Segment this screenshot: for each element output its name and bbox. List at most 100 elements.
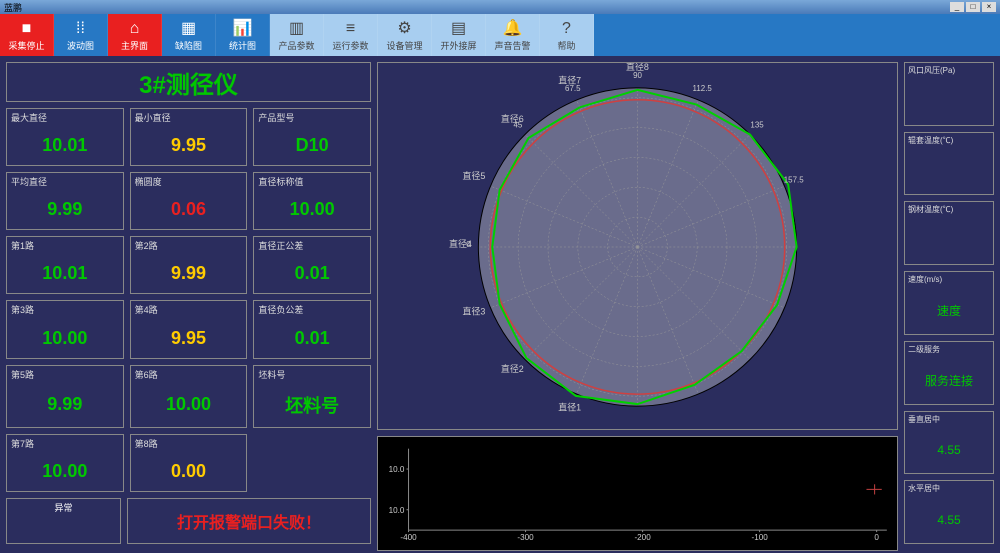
svg-text:-100: -100	[751, 533, 768, 542]
cell-value: 0.06	[131, 190, 247, 229]
measurement-cell: 坯料号坯料号	[253, 365, 371, 428]
cell-label: 第4路	[131, 301, 247, 318]
cell-value: 10.00	[7, 318, 123, 357]
measurement-cell: 直径正公差0.01	[253, 236, 371, 294]
close-button[interactable]: ×	[982, 2, 996, 12]
status-label: 辊套温度(℃)	[905, 133, 993, 148]
toolbar: ■采集停止⁞⁞波动图⌂主界面▦缺陷图📊统计图▥产品参数≡运行参数⚙设备管理▤开外…	[0, 14, 1000, 56]
cell-value: 10.00	[131, 383, 247, 427]
status-cell: 速度(m/s)速度	[904, 271, 994, 335]
ext-screen-button[interactable]: ▤开外接屏	[432, 14, 486, 56]
cell-value: 0.00	[131, 452, 247, 491]
cell-label: 第6路	[131, 366, 247, 383]
alarm-button[interactable]: 🔔声音告警	[486, 14, 540, 56]
ext-screen-button-label: 开外接屏	[440, 39, 476, 52]
measurement-cell: 产品型号D10	[253, 108, 371, 166]
measurement-cell: 第7路10.00	[6, 434, 124, 492]
measurement-cell: 第2路9.99	[130, 236, 248, 294]
status-value: 4.55	[905, 427, 993, 474]
svg-text:0: 0	[466, 240, 471, 249]
status-value	[905, 78, 993, 125]
run-param-button[interactable]: ≡运行参数	[324, 14, 378, 56]
help-button-label: 帮助	[557, 39, 575, 52]
window-titlebar: 蓝鹏 _ □ ×	[0, 0, 1000, 14]
alert-message-box: 打开报警端口失败！	[127, 498, 371, 544]
status-cell: 二级服务服务连接	[904, 341, 994, 405]
cell-label: 直径负公差	[254, 301, 370, 318]
measurement-cell: 最小直径9.95	[130, 108, 248, 166]
cell-value: 9.99	[7, 383, 123, 427]
cell-value: 10.01	[7, 126, 123, 165]
run-param-button-icon: ≡	[346, 19, 355, 39]
measurement-grid: 最大直径10.01最小直径9.95产品型号D10平均直径9.99椭圆度0.06直…	[6, 108, 371, 492]
product-param-button[interactable]: ▥产品参数	[270, 14, 324, 56]
alert-label: 异常	[50, 499, 76, 516]
defect-button[interactable]: ▦缺陷图	[162, 14, 216, 56]
polar-chart: 直径1直径2直径3直径4直径5直径6直径7直径89067.5112.545135…	[377, 62, 898, 430]
cell-value: D10	[254, 126, 370, 165]
device-title-box: 3#测径仪	[6, 62, 371, 102]
cell-label: 平均直径	[7, 173, 123, 190]
measurement-cell: 第6路10.00	[130, 365, 248, 428]
status-column: 风口风压(Pa)辊套温度(℃)钢材温度(℃)速度(m/s)速度二级服务服务连接垂…	[904, 62, 994, 544]
measurement-cell: 第3路10.00	[6, 300, 124, 358]
cell-label: 第7路	[7, 435, 123, 452]
svg-text:直径1: 直径1	[558, 402, 581, 413]
help-button[interactable]: ?帮助	[540, 14, 594, 56]
status-cell: 辊套温度(℃)	[904, 132, 994, 196]
status-value: 4.55	[905, 496, 993, 543]
device-title: 3#测径仪	[139, 65, 238, 100]
cell-value: 9.99	[7, 190, 123, 229]
minimize-button[interactable]: _	[950, 2, 964, 12]
cell-label: 第5路	[7, 366, 123, 383]
cell-label: 椭圆度	[131, 173, 247, 190]
svg-text:67.5: 67.5	[565, 84, 581, 93]
status-cell: 水平居中4.55	[904, 480, 994, 544]
cell-label: 直径正公差	[254, 237, 370, 254]
cell-value: 10.01	[7, 254, 123, 293]
cell-value: 10.00	[254, 190, 370, 229]
measurement-cell: 直径负公差0.01	[253, 300, 371, 358]
status-label: 垂直居中	[905, 412, 993, 427]
alarm-button-icon: 🔔	[503, 19, 523, 39]
device-button-label: 设备管理	[386, 39, 422, 52]
svg-text:112.5: 112.5	[693, 84, 713, 93]
home-button[interactable]: ⌂主界面	[108, 14, 162, 56]
stop-button-icon: ■	[22, 19, 32, 39]
window-title: 蓝鹏	[4, 1, 22, 14]
status-value: 服务连接	[905, 357, 993, 404]
run-param-button-label: 运行参数	[332, 39, 368, 52]
home-button-icon: ⌂	[130, 19, 140, 39]
status-value: 速度	[905, 287, 993, 334]
cell-value: 9.99	[131, 254, 247, 293]
cell-label: 坯料号	[254, 366, 370, 383]
ext-screen-button-icon: ▤	[451, 19, 466, 39]
cell-label: 最小直径	[131, 109, 247, 126]
svg-text:0: 0	[874, 533, 879, 542]
svg-text:-300: -300	[517, 533, 534, 542]
measurement-cell: 第8路0.00	[130, 434, 248, 492]
measurement-cell: 第1路10.01	[6, 236, 124, 294]
device-button[interactable]: ⚙设备管理	[378, 14, 432, 56]
measurement-cell: 椭圆度0.06	[130, 172, 248, 230]
cell-label: 产品型号	[254, 109, 370, 126]
device-button-icon: ⚙	[397, 19, 411, 39]
alarm-button-label: 声音告警	[494, 39, 530, 52]
stats-button[interactable]: 📊统计图	[216, 14, 270, 56]
svg-text:10.0: 10.0	[389, 506, 405, 515]
status-cell: 垂直居中4.55	[904, 411, 994, 475]
product-param-button-label: 产品参数	[278, 39, 314, 52]
stop-button[interactable]: ■采集停止	[0, 14, 54, 56]
product-param-button-icon: ▥	[289, 19, 304, 39]
status-value	[905, 217, 993, 264]
measurement-cell: 最大直径10.01	[6, 108, 124, 166]
svg-text:直径3: 直径3	[463, 306, 486, 317]
wave-button[interactable]: ⁞⁞波动图	[54, 14, 108, 56]
svg-text:45: 45	[514, 120, 523, 129]
svg-text:90: 90	[633, 71, 642, 80]
maximize-button[interactable]: □	[966, 2, 980, 12]
time-chart: 10.010.0-400-300-200-1000	[377, 436, 898, 551]
cell-label: 第1路	[7, 237, 123, 254]
cell-label: 第8路	[131, 435, 247, 452]
svg-text:10.0: 10.0	[389, 465, 405, 474]
